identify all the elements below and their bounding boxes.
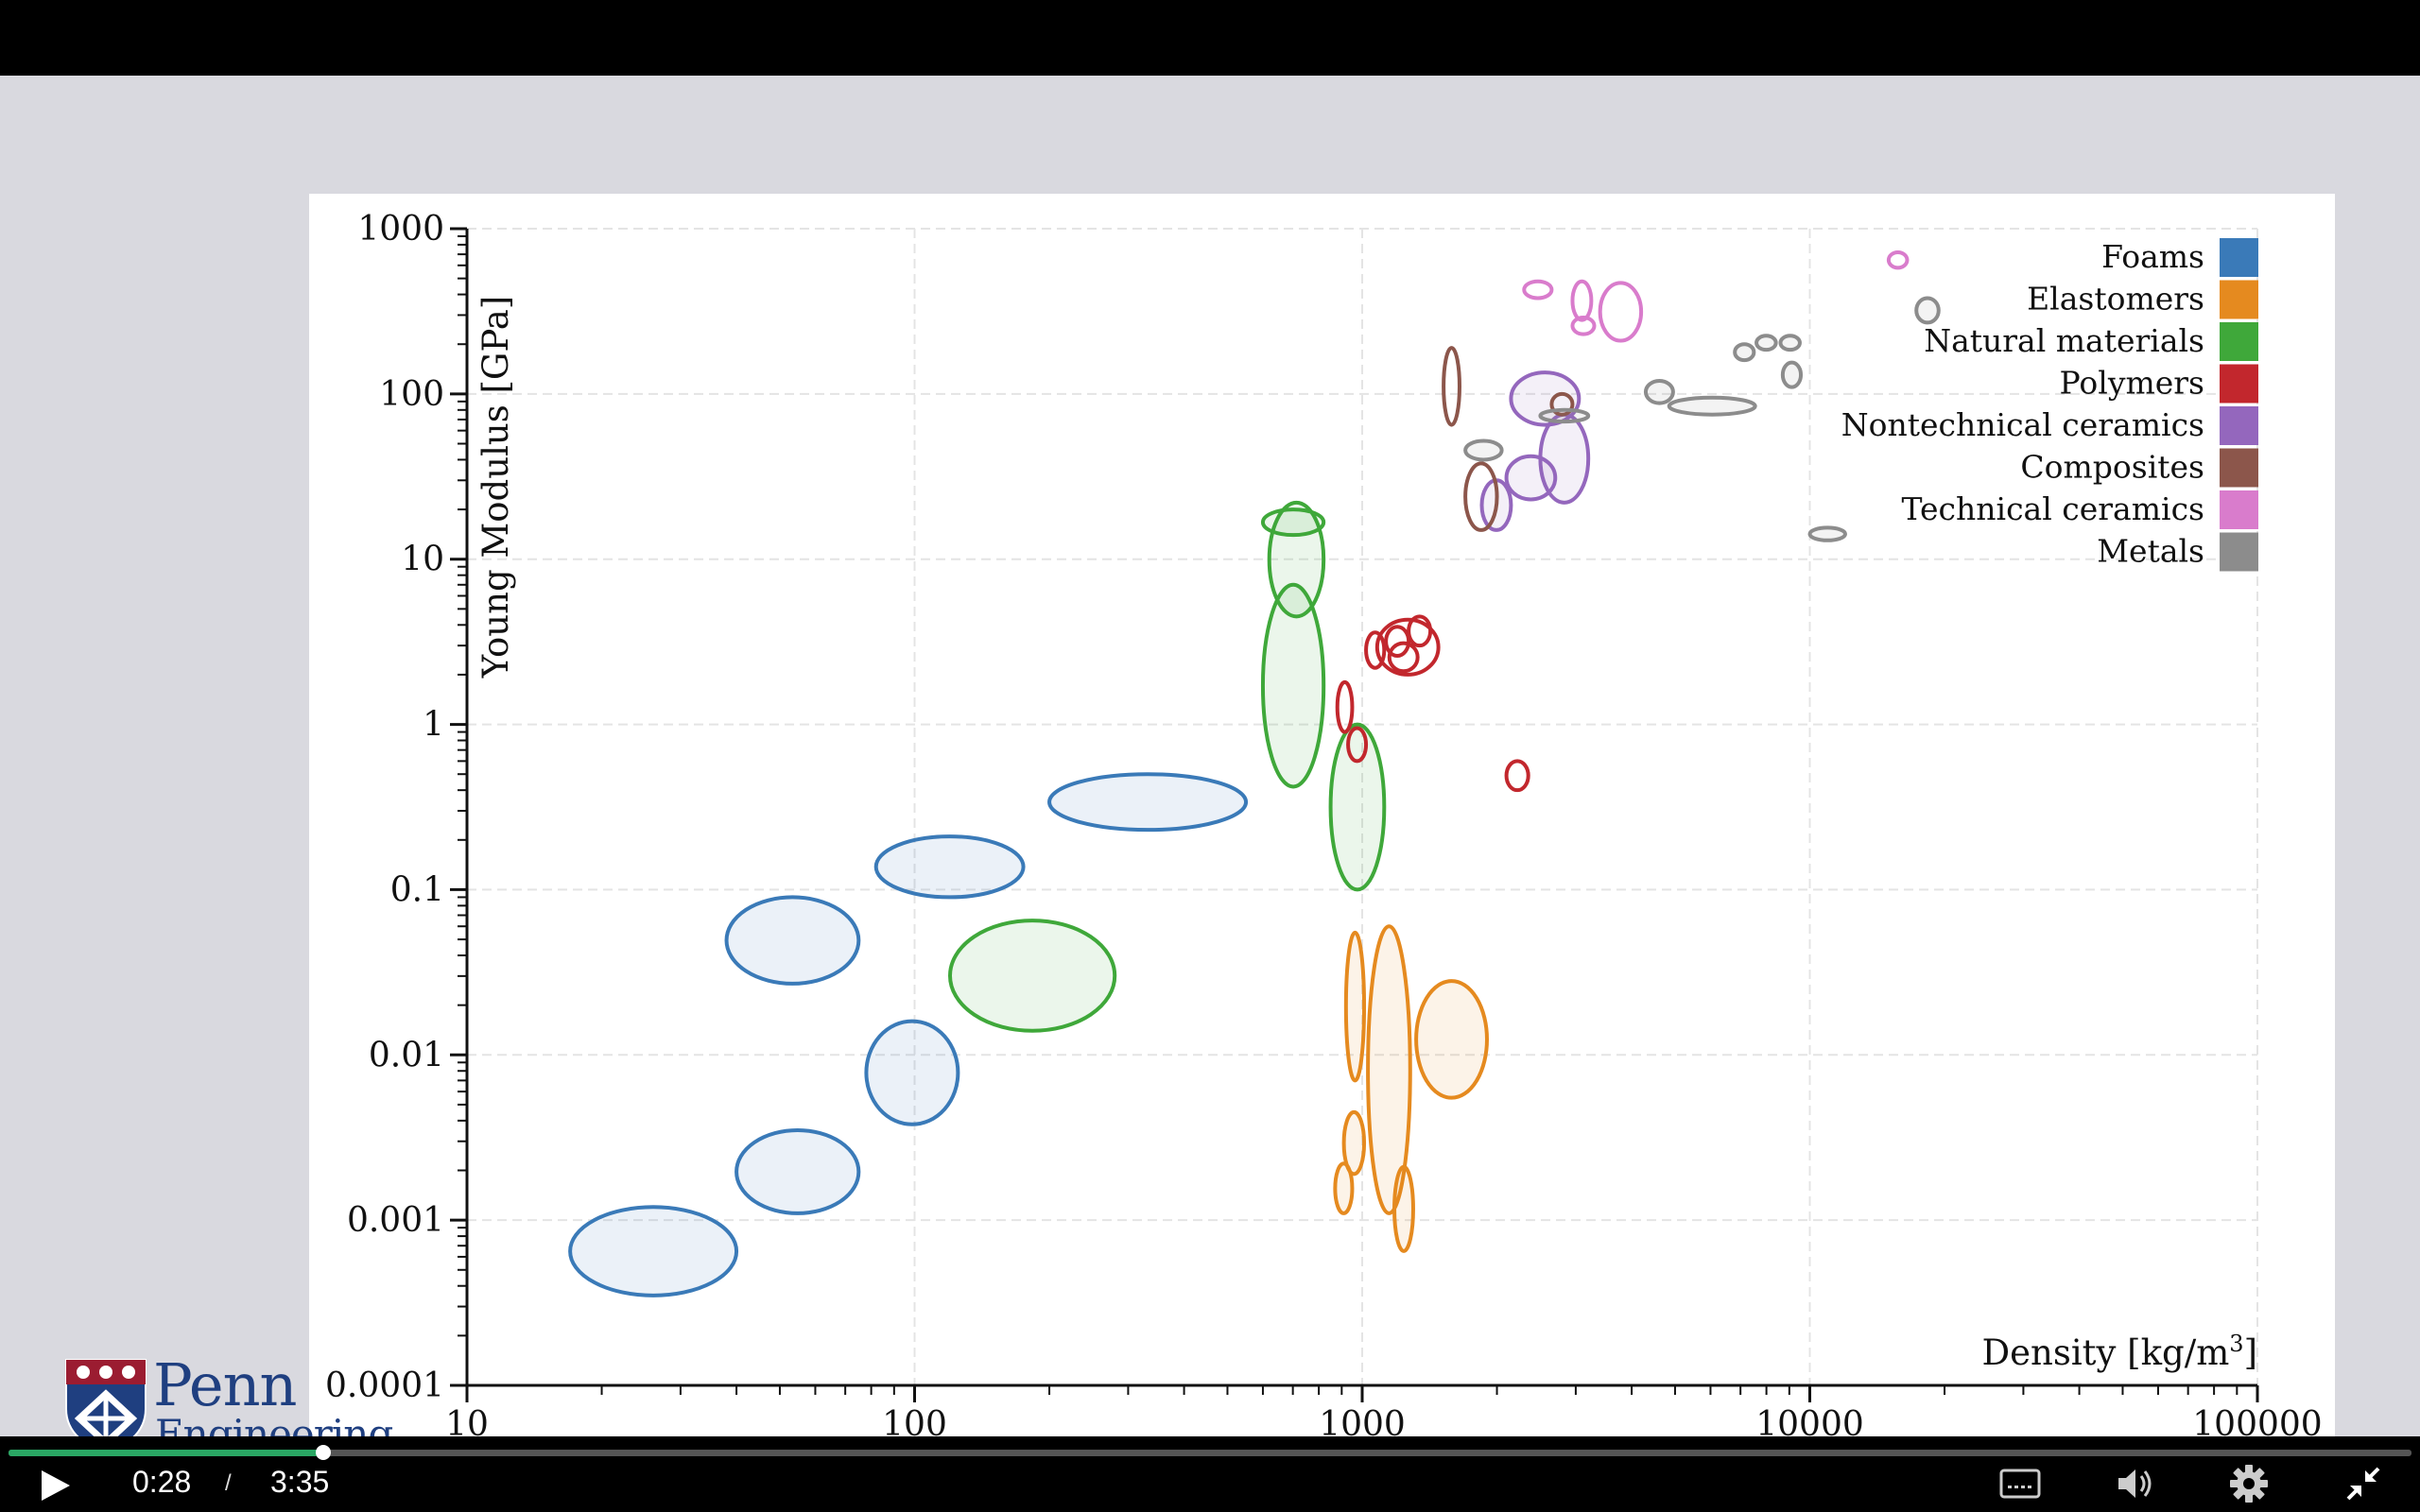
region-composites — [1549, 391, 1575, 417]
progress-scrubber-handle[interactable] — [316, 1445, 331, 1460]
legend-swatch-composites — [2220, 448, 2258, 488]
region-foams — [864, 1019, 960, 1126]
region-elastomers — [1366, 924, 1412, 1215]
region-elastomers — [1341, 1109, 1367, 1177]
legend-swatch-nontechnical-ceramics — [2220, 406, 2258, 445]
legend-swatch-elastomers — [2220, 280, 2258, 319]
region-metals — [1807, 525, 1847, 542]
region-elastomers — [1414, 979, 1489, 1100]
region-polymers — [1407, 614, 1433, 648]
total-time: 3:35 — [270, 1465, 330, 1499]
penn-shield-icon — [65, 1359, 147, 1454]
region-polymers — [1504, 759, 1530, 793]
penn-engineering-logo: Penn Engineering — [62, 1350, 393, 1469]
region-elastomers — [1333, 1161, 1355, 1215]
legend-swatch-natural-materials — [2220, 322, 2258, 361]
exit-fullscreen-icon[interactable] — [2341, 1461, 2386, 1506]
player-controls: 0:28 / 3:35 — [0, 1436, 2420, 1512]
region-technical-ceramics — [1886, 249, 1910, 270]
region-natural-materials — [1260, 582, 1326, 789]
region-foams — [873, 834, 1026, 900]
region-technical-ceramics — [1598, 281, 1644, 343]
region-polymers — [1384, 625, 1411, 659]
region-metals — [1538, 407, 1591, 424]
x-axis-label: Density [kg/m3] — [1981, 1331, 2257, 1373]
legend-label-nontechnical-ceramics: Nontechnical ceramics — [1841, 406, 2204, 443]
legend-label-composites: Composites — [2020, 449, 2204, 486]
region-foams — [568, 1205, 739, 1297]
region-technical-ceramics — [1522, 279, 1554, 301]
y-tick-label: 10 — [401, 541, 444, 579]
region-foams — [724, 895, 861, 986]
legend: Foams Elastomers Natural materials Polymers… — [1841, 238, 2258, 572]
axes — [465, 229, 2257, 1387]
legend-swatch-technical-ceramics — [2220, 490, 2258, 529]
volume-icon[interactable] — [2113, 1461, 2158, 1506]
time-separator: / — [225, 1470, 232, 1496]
region-metals — [1778, 334, 1802, 352]
legend-label-technical-ceramics: Technical ceramics — [1902, 490, 2204, 527]
region-metals — [1733, 342, 1756, 363]
region-natural-materials — [947, 919, 1117, 1033]
region-nontechnical-ceramics — [1504, 454, 1558, 502]
video-frame[interactable]: 10 100 1000 10000 100000 0.0001 0.001 0.01 0.1 1 1… — [0, 76, 2420, 1458]
legend-label-polymers: Polymers — [2060, 365, 2204, 402]
y-tick-label: 0.1 — [390, 870, 444, 909]
y-tick-label: 100 — [379, 375, 444, 414]
region-polymers — [1346, 726, 1369, 764]
data-regions — [568, 249, 1941, 1297]
axis-ticks — [450, 227, 2259, 1402]
region-metals — [1667, 395, 1757, 417]
legend-label-natural-materials: Natural materials — [1924, 322, 2204, 359]
y-axis-label: Young Modulus [GPa] — [475, 296, 516, 679]
y-tick-label: 1000 — [357, 210, 444, 249]
y-tick-label: 0.0001 — [325, 1366, 444, 1405]
region-polymers — [1387, 641, 1420, 674]
progress-fill — [9, 1450, 323, 1456]
y-tick-label: 0.001 — [347, 1201, 444, 1240]
top-letterbox — [0, 0, 2420, 76]
region-metals — [1914, 296, 1941, 325]
region-polymers — [1374, 617, 1441, 677]
region-metals — [1463, 438, 1504, 462]
legend-swatch-polymers — [2220, 364, 2258, 404]
region-composites — [1463, 461, 1499, 532]
logo-text-penn: Penn — [153, 1350, 297, 1419]
region-metals — [1754, 334, 1778, 352]
legend-label-metals: Metals — [2097, 533, 2204, 570]
region-foams — [1047, 772, 1249, 833]
region-technical-ceramics — [1570, 316, 1597, 336]
region-natural-materials — [1328, 722, 1387, 892]
region-natural-materials — [1260, 507, 1326, 538]
play-icon[interactable] — [34, 1465, 76, 1506]
region-technical-ceramics — [1570, 279, 1594, 322]
region-elastomers — [1392, 1164, 1415, 1253]
region-elastomers — [1343, 930, 1367, 1083]
region-metals — [1780, 360, 1804, 389]
legend-label-foams: Foams — [2101, 238, 2204, 275]
y-tick-label: 0.01 — [369, 1036, 444, 1074]
region-polymers — [1335, 679, 1355, 734]
progress-bar[interactable] — [9, 1445, 2411, 1460]
y-tick-label: 1 — [423, 706, 444, 745]
region-composites — [1442, 346, 1461, 427]
legend-label-elastomers: Elastomers — [2027, 281, 2204, 318]
current-time: 0:28 — [132, 1465, 192, 1499]
legend-swatch-metals — [2220, 532, 2258, 572]
region-metals — [1643, 379, 1675, 405]
settings-gear-icon[interactable] — [2226, 1461, 2272, 1506]
region-foams — [735, 1128, 861, 1215]
ashby-chart: 10 100 1000 10000 1000000.00010.0010.010.111… — [325, 210, 2323, 1444]
region-polymers — [1364, 630, 1387, 670]
legend-swatch-foams — [2220, 238, 2258, 277]
captions-icon[interactable] — [1997, 1461, 2043, 1506]
chart-card: 10 100 1000 10000 100000 0.0001 0.001 0.01 0.1 1 1… — [309, 194, 2335, 1458]
